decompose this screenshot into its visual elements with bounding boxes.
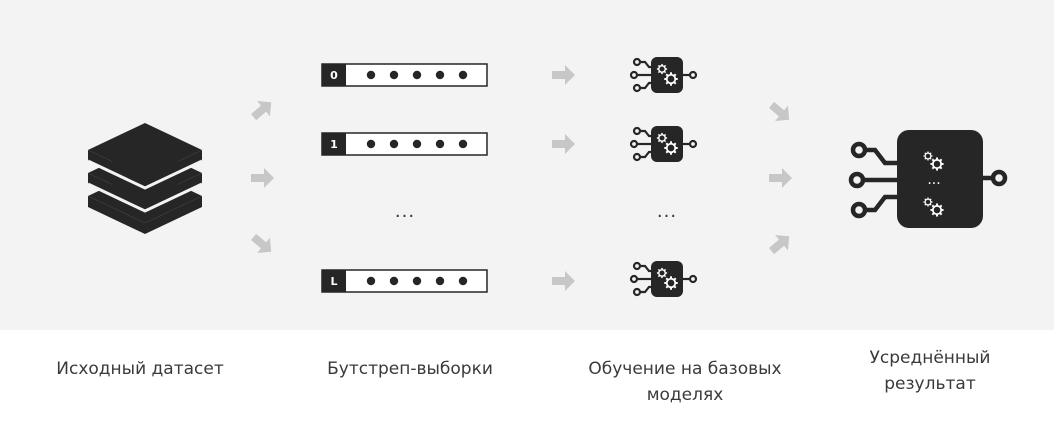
model-gears-icon <box>631 126 696 162</box>
arrow-icon <box>552 65 575 85</box>
stack-layers-icon <box>87 123 203 234</box>
bootstrap-ellipsis: ... <box>395 201 415 222</box>
arrow-icon <box>552 134 575 154</box>
arrow-icon <box>552 271 575 291</box>
caption-result: Усреднённый результат <box>869 348 991 394</box>
arrow-icon <box>769 168 792 188</box>
model-gears-icon <box>631 261 696 297</box>
bootstrap-sample-0: 0 <box>321 63 488 87</box>
caption-training: Обучение на базовых моделях <box>588 359 782 405</box>
bagging-diagram: 0 1 ... L ... <box>87 0 1008 330</box>
bootstrap-sample-l: L <box>321 269 488 293</box>
arrow-icon <box>247 94 278 125</box>
ensemble-model-icon: ... <box>848 130 1008 228</box>
model-ellipsis: ... <box>657 201 677 222</box>
model-gears-icon <box>631 57 696 93</box>
bootstrap-sample-1: 1 <box>321 132 488 156</box>
caption-dataset: Исходный датасет <box>56 359 224 379</box>
bootstrap-label-l: L <box>330 275 337 288</box>
arrow-icon <box>247 229 278 260</box>
bootstrap-label-1: 1 <box>330 138 338 151</box>
bootstrap-label-0: 0 <box>330 69 338 82</box>
arrow-icon <box>765 97 796 128</box>
arrow-icon <box>765 228 796 259</box>
ensemble-ellipsis: ... <box>927 172 940 188</box>
caption-bootstrap: Бутстреп-выборки <box>327 359 493 379</box>
arrow-icon <box>251 168 274 188</box>
